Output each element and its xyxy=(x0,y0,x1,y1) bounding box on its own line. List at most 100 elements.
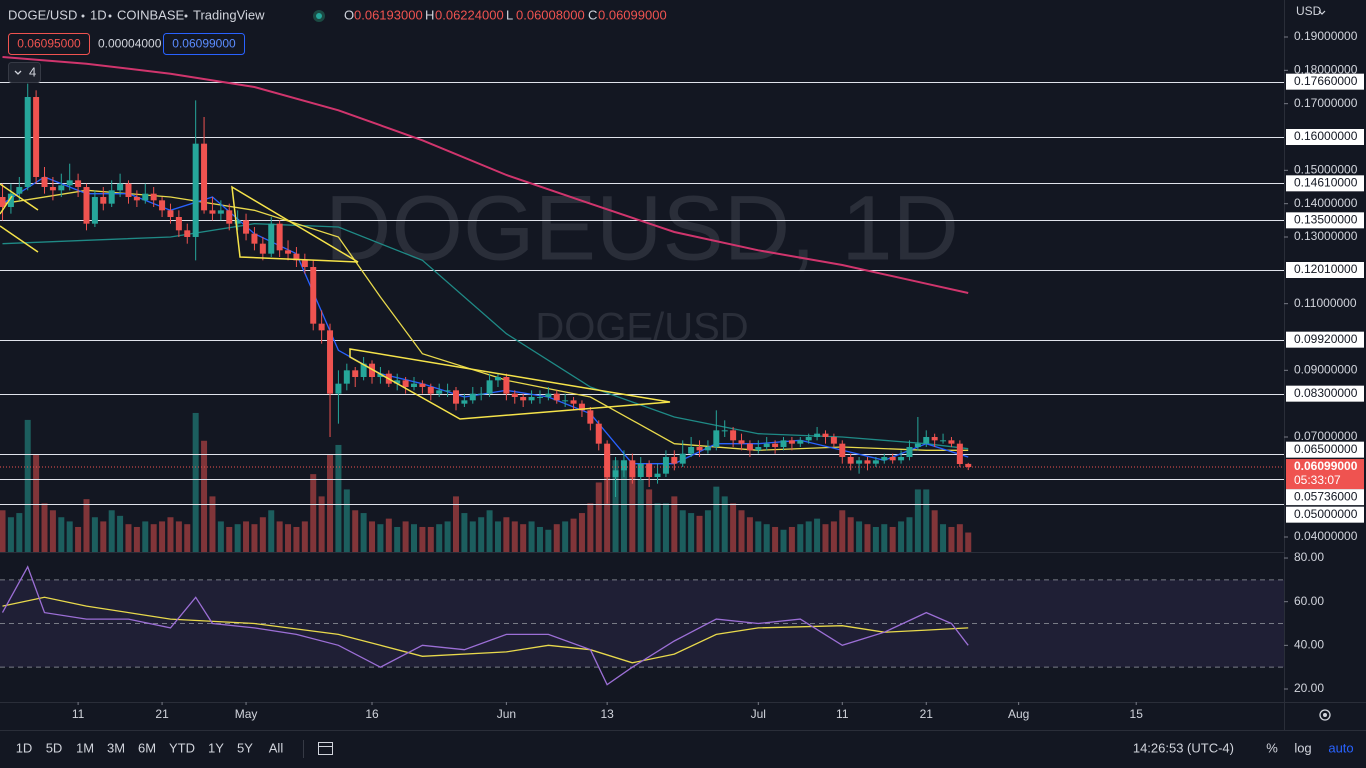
volume-bar xyxy=(738,510,745,552)
candle-body xyxy=(570,400,577,404)
candle-body xyxy=(931,437,938,441)
candle-body xyxy=(369,363,376,377)
date-range-icon[interactable] xyxy=(318,742,333,755)
indicators-count: 4 xyxy=(29,64,36,79)
volume-bar xyxy=(108,510,115,552)
rsi-tick-label: 40.00 xyxy=(1294,638,1324,652)
trend-drawings xyxy=(0,183,671,420)
level-label: 0.16000000 xyxy=(1294,129,1358,143)
x-tick-label: 15 xyxy=(1130,707,1144,721)
candle-body xyxy=(7,193,14,207)
volume-bar xyxy=(763,524,770,552)
volume-bar xyxy=(536,526,543,552)
range-button[interactable]: 5D xyxy=(46,740,63,755)
volume-bar xyxy=(688,513,695,552)
range-button[interactable]: 3M xyxy=(107,740,125,755)
range-button[interactable]: 1M xyxy=(76,740,94,755)
candle-body xyxy=(133,197,140,201)
candle-body xyxy=(898,457,905,461)
volume-bar xyxy=(637,479,644,552)
settings-icon[interactable] xyxy=(1319,709,1331,721)
volume-bar xyxy=(83,499,90,552)
volume-bar xyxy=(906,517,913,552)
currency[interactable]: USD xyxy=(1296,4,1322,18)
candle-body xyxy=(175,217,182,231)
candle-body xyxy=(839,443,846,457)
volume-bar xyxy=(772,526,779,552)
candle-body xyxy=(511,393,518,397)
y-tick-label: 0.14000000 xyxy=(1294,196,1358,210)
range-button[interactable]: 1D xyxy=(16,740,33,755)
moving-average xyxy=(2,56,969,294)
range-button[interactable]: 1Y xyxy=(208,740,224,755)
separator-dot xyxy=(81,14,85,18)
volume-bar xyxy=(646,489,653,552)
candle-body xyxy=(419,383,426,387)
candle-body xyxy=(327,330,334,394)
candle-body xyxy=(923,437,930,444)
range-button[interactable]: YTD xyxy=(169,740,195,755)
triangle-drawing xyxy=(349,348,671,420)
watermark-sub: DOGE/USD xyxy=(535,306,748,350)
candle-body xyxy=(184,230,191,237)
scale-option[interactable]: auto xyxy=(1328,740,1353,755)
candle-body xyxy=(125,183,132,197)
range-button[interactable]: 5Y xyxy=(237,740,253,755)
volume-bar xyxy=(142,521,149,552)
x-tick-label: 21 xyxy=(155,707,169,721)
range-button[interactable]: All xyxy=(269,740,284,755)
level-label: 0.05000000 xyxy=(1294,507,1358,521)
candle-body xyxy=(360,363,367,377)
x-tick-label: 16 xyxy=(365,707,379,721)
level-label-box xyxy=(1286,385,1364,402)
candle-body xyxy=(394,380,401,384)
interval[interactable]: 1D xyxy=(90,7,107,22)
candle-body xyxy=(688,447,695,454)
ohlc-legend: O 0.06193000 H 0.06224000 L 0.06008000 C 0.0609… xyxy=(344,7,667,22)
separator-dot xyxy=(184,14,188,18)
volume-bar xyxy=(318,496,325,552)
rsi-tick-label: 60.00 xyxy=(1294,594,1324,608)
volume-bar xyxy=(243,521,250,552)
watermark: DOGEUSD, 1D DOGE/USD xyxy=(325,177,959,349)
volume-bar xyxy=(75,526,82,552)
candle-body xyxy=(58,185,65,191)
candle-body xyxy=(251,233,258,244)
candle-body xyxy=(646,463,653,477)
candle-body xyxy=(545,393,552,397)
volume-bar xyxy=(24,419,31,552)
triangle-drawing xyxy=(231,185,359,263)
volume-bar xyxy=(394,526,401,552)
ask-box[interactable] xyxy=(163,33,245,55)
volume-bar xyxy=(33,454,40,552)
candle-body xyxy=(226,210,233,224)
volume-bar xyxy=(654,503,661,552)
candle-body xyxy=(343,370,350,384)
bid-box[interactable] xyxy=(8,33,90,55)
candle-body xyxy=(889,457,896,461)
candle-body xyxy=(377,373,384,377)
triangle-drawing xyxy=(0,183,39,253)
volume-bar xyxy=(16,513,23,552)
scale-option[interactable]: log xyxy=(1294,740,1311,755)
x-tick-label: 13 xyxy=(600,707,614,721)
volume-bar xyxy=(133,526,140,552)
volume-bar xyxy=(662,503,669,552)
indicators-toggle[interactable] xyxy=(8,62,41,83)
candle-body xyxy=(864,460,871,464)
candle-body xyxy=(108,190,115,204)
symbol[interactable]: DOGE/USD xyxy=(8,7,77,22)
ohlc-key: L xyxy=(506,7,513,22)
candle-body xyxy=(49,187,56,191)
candle-body xyxy=(259,243,266,254)
volume-bar xyxy=(620,460,627,552)
candle-body xyxy=(914,443,921,447)
candle-body xyxy=(763,443,770,447)
candle-body xyxy=(948,440,955,444)
scale-option[interactable]: % xyxy=(1266,740,1278,755)
candle-body xyxy=(679,453,686,464)
volume-bar xyxy=(469,521,476,552)
range-button[interactable]: 6M xyxy=(138,740,156,755)
level-label: 0.17660000 xyxy=(1294,74,1358,88)
candle-body xyxy=(906,447,913,457)
